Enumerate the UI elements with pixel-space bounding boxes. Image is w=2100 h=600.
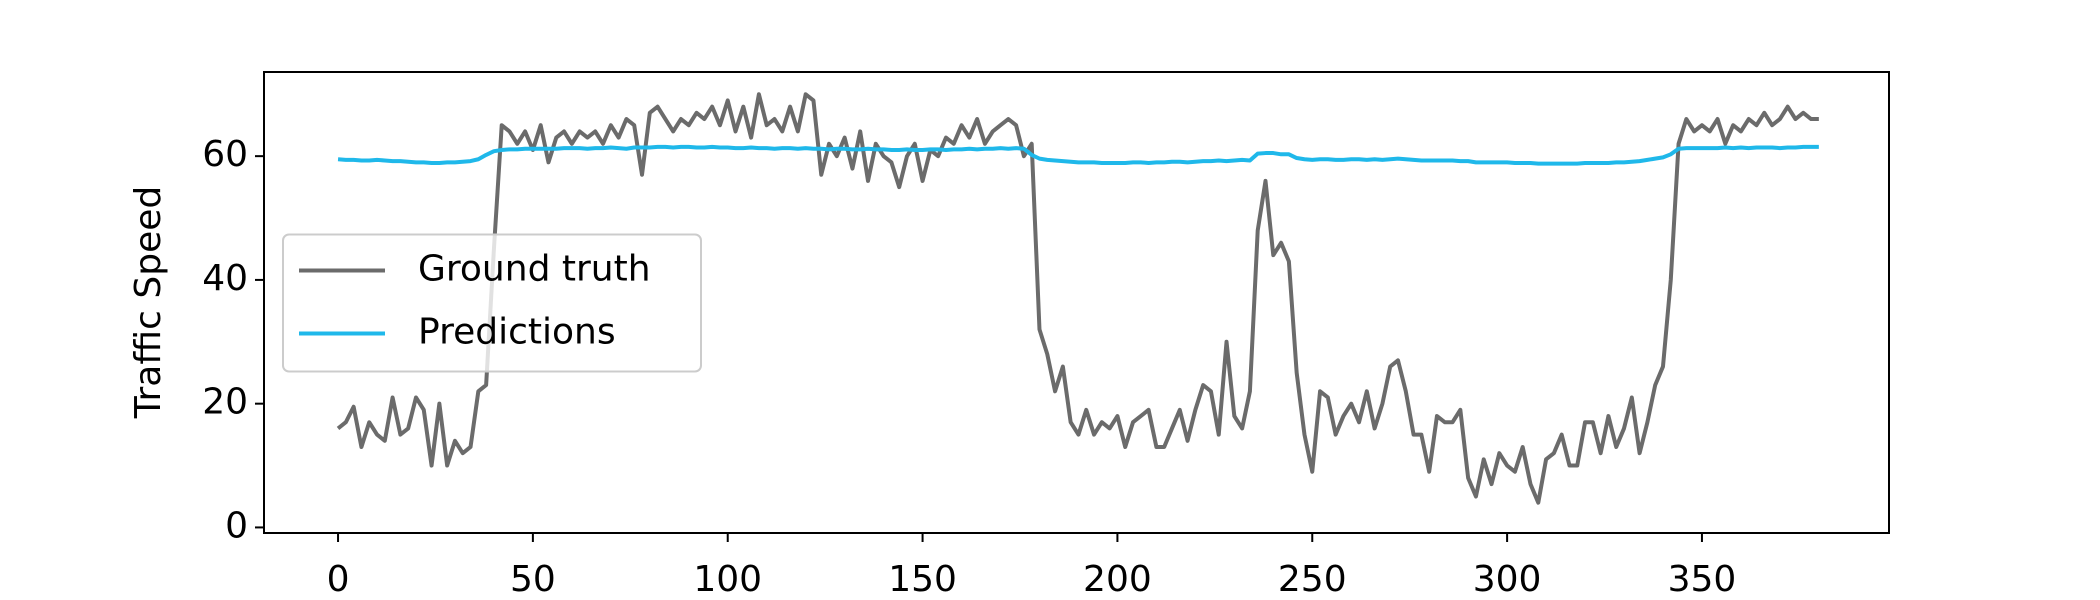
- y-tick-label: 0: [225, 505, 248, 546]
- series-line: [337, 144, 1819, 166]
- x-tick-label: 250: [1278, 559, 1347, 600]
- x-tick-label: 100: [693, 559, 762, 600]
- legend-label: Predictions: [418, 312, 616, 353]
- axes-frame: [263, 71, 1890, 534]
- x-tick-label: 350: [1668, 559, 1737, 600]
- legend-box: [282, 233, 702, 373]
- y-tick-label: 20: [202, 382, 248, 423]
- y-axis-label: Traffic Speed: [128, 186, 169, 419]
- x-tick-label: 150: [888, 559, 957, 600]
- x-tick-label: 200: [1083, 559, 1152, 600]
- y-tick-label: 40: [202, 258, 248, 299]
- y-tick-label: 60: [202, 134, 248, 175]
- x-tick-label: 50: [510, 559, 556, 600]
- x-tick-label: 0: [327, 559, 350, 600]
- series-line: [336, 92, 1819, 505]
- legend-label: Ground truth: [418, 249, 651, 290]
- x-tick-label: 300: [1473, 559, 1542, 600]
